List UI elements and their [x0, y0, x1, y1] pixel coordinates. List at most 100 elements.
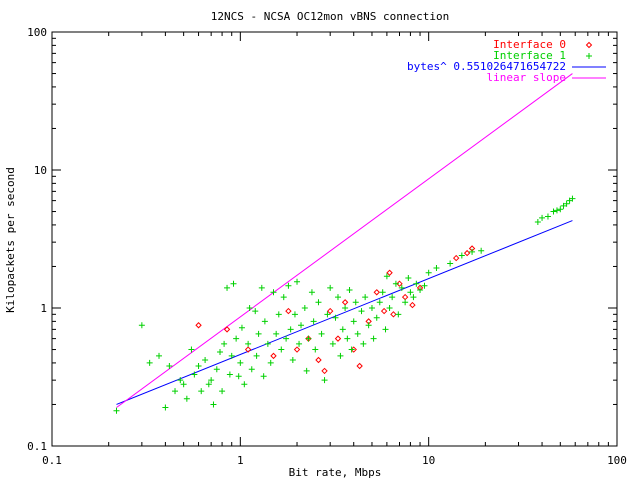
data-point-interface-1 — [230, 280, 237, 287]
data-point-interface-0 — [401, 293, 409, 301]
data-point-interface-1 — [146, 359, 153, 366]
data-point-interface-1 — [188, 346, 195, 353]
data-point-interface-1 — [318, 330, 325, 337]
data-point-interface-1 — [354, 330, 361, 337]
data-point-interface-1 — [270, 289, 277, 296]
data-point-interface-1 — [138, 322, 145, 329]
data-point-interface-1 — [305, 335, 312, 342]
data-point-interface-1 — [213, 366, 220, 373]
data-point-interface-1 — [180, 381, 187, 388]
data-point-interface-1 — [245, 340, 252, 347]
data-point-interface-1 — [362, 294, 369, 301]
data-point-interface-1 — [553, 207, 560, 214]
data-point-interface-1 — [252, 308, 259, 315]
data-point-interface-1 — [348, 346, 355, 353]
series-lines — [116, 73, 573, 408]
data-point-interface-1 — [198, 388, 205, 395]
data-point-interface-1 — [395, 311, 402, 318]
data-point-interface-1 — [365, 322, 372, 329]
data-point-interface-1 — [315, 299, 322, 306]
data-point-interface-1 — [261, 318, 268, 325]
data-point-interface-1 — [413, 280, 420, 287]
data-point-interface-1 — [373, 314, 380, 321]
data-point-interface-1 — [235, 373, 242, 380]
data-point-interface-1 — [301, 305, 308, 311]
data-point-interface-1 — [183, 395, 190, 402]
data-point-interface-1 — [228, 352, 235, 359]
data-point-interface-1 — [287, 326, 294, 333]
data-point-interface-1 — [370, 335, 377, 342]
data-point-interface-1 — [172, 388, 179, 395]
x-tick-label: 1 — [237, 454, 244, 467]
data-point-interface-0 — [452, 254, 460, 262]
data-point-interface-1 — [310, 318, 317, 325]
data-point-interface-1 — [329, 340, 336, 347]
data-point-interface-0 — [373, 289, 380, 296]
data-point-interface-1 — [285, 282, 292, 289]
data-point-interface-1 — [238, 324, 245, 331]
data-point-interface-1 — [221, 340, 228, 347]
series-line-bytes-0-551026471654722 — [116, 220, 573, 405]
data-point-interface-1 — [337, 352, 344, 359]
data-point-interface-1 — [283, 335, 290, 342]
data-point-interface-1 — [398, 284, 405, 291]
data-point-interface-1 — [241, 381, 248, 388]
data-point-interface-1 — [253, 352, 260, 359]
data-point-interface-1 — [334, 294, 341, 301]
data-point-interface-1 — [344, 335, 351, 342]
data-point-interface-0 — [463, 249, 471, 257]
data-point-interface-0 — [321, 367, 328, 375]
data-point-interface-1 — [208, 377, 215, 384]
data-point-interface-0 — [285, 307, 292, 315]
data-point-interface-1 — [226, 371, 233, 378]
data-point-interface-1 — [563, 200, 570, 207]
data-point-interface-1 — [539, 214, 546, 221]
data-point-interface-1 — [246, 305, 253, 311]
data-point-interface-0 — [244, 346, 252, 353]
data-point-interface-1 — [386, 305, 393, 311]
data-point-interface-1 — [469, 248, 476, 255]
data-point-interface-1 — [376, 299, 383, 306]
data-point-interface-1 — [303, 367, 310, 374]
data-point-interface-0 — [326, 307, 334, 315]
legend-swatch-interface-0 — [585, 41, 593, 49]
data-point-interface-1 — [205, 381, 212, 388]
data-point-interface-1 — [534, 218, 541, 225]
data-point-interface-1 — [392, 280, 399, 287]
data-point-interface-1 — [410, 294, 417, 301]
data-point-interface-1 — [405, 274, 412, 281]
data-point-interface-1 — [166, 362, 173, 369]
plot-frame — [51, 31, 618, 447]
data-point-interface-1 — [544, 213, 551, 220]
y-tick-label: 10 — [34, 164, 47, 177]
data-point-interface-1 — [433, 264, 440, 271]
data-point-interface-0 — [409, 301, 416, 309]
data-point-interface-1 — [557, 206, 564, 213]
data-point-interface-1 — [273, 330, 280, 337]
data-point-interface-1 — [324, 311, 331, 318]
data-point-interface-0 — [341, 299, 349, 306]
data-point-interface-1 — [321, 377, 328, 384]
data-point-interface-1 — [346, 287, 353, 294]
x-axis-label: Bit rate, Mbps — [289, 466, 382, 479]
data-point-interface-1 — [382, 326, 389, 333]
data-point-interface-1 — [191, 371, 198, 378]
data-point-interface-1 — [569, 195, 576, 202]
data-point-interface-1 — [358, 308, 365, 315]
data-point-interface-1 — [237, 359, 244, 366]
data-point-interface-1 — [312, 346, 319, 353]
axis-ticks: 0.1 1 10 100 0.1 1 10 100 — [27, 26, 627, 467]
data-point-interface-1 — [233, 335, 240, 342]
y-tick-label: 1 — [40, 302, 47, 315]
data-point-interface-0 — [356, 362, 363, 370]
y-axis-label: Kilopackets per second — [4, 167, 17, 313]
data-point-interface-0 — [223, 326, 231, 333]
data-point-interface-1 — [389, 294, 396, 301]
data-point-interface-0 — [315, 356, 322, 364]
data-point-interface-1 — [379, 289, 386, 296]
series-points — [113, 195, 576, 414]
data-point-interface-1 — [298, 322, 305, 329]
data-point-interface-1 — [339, 326, 346, 333]
